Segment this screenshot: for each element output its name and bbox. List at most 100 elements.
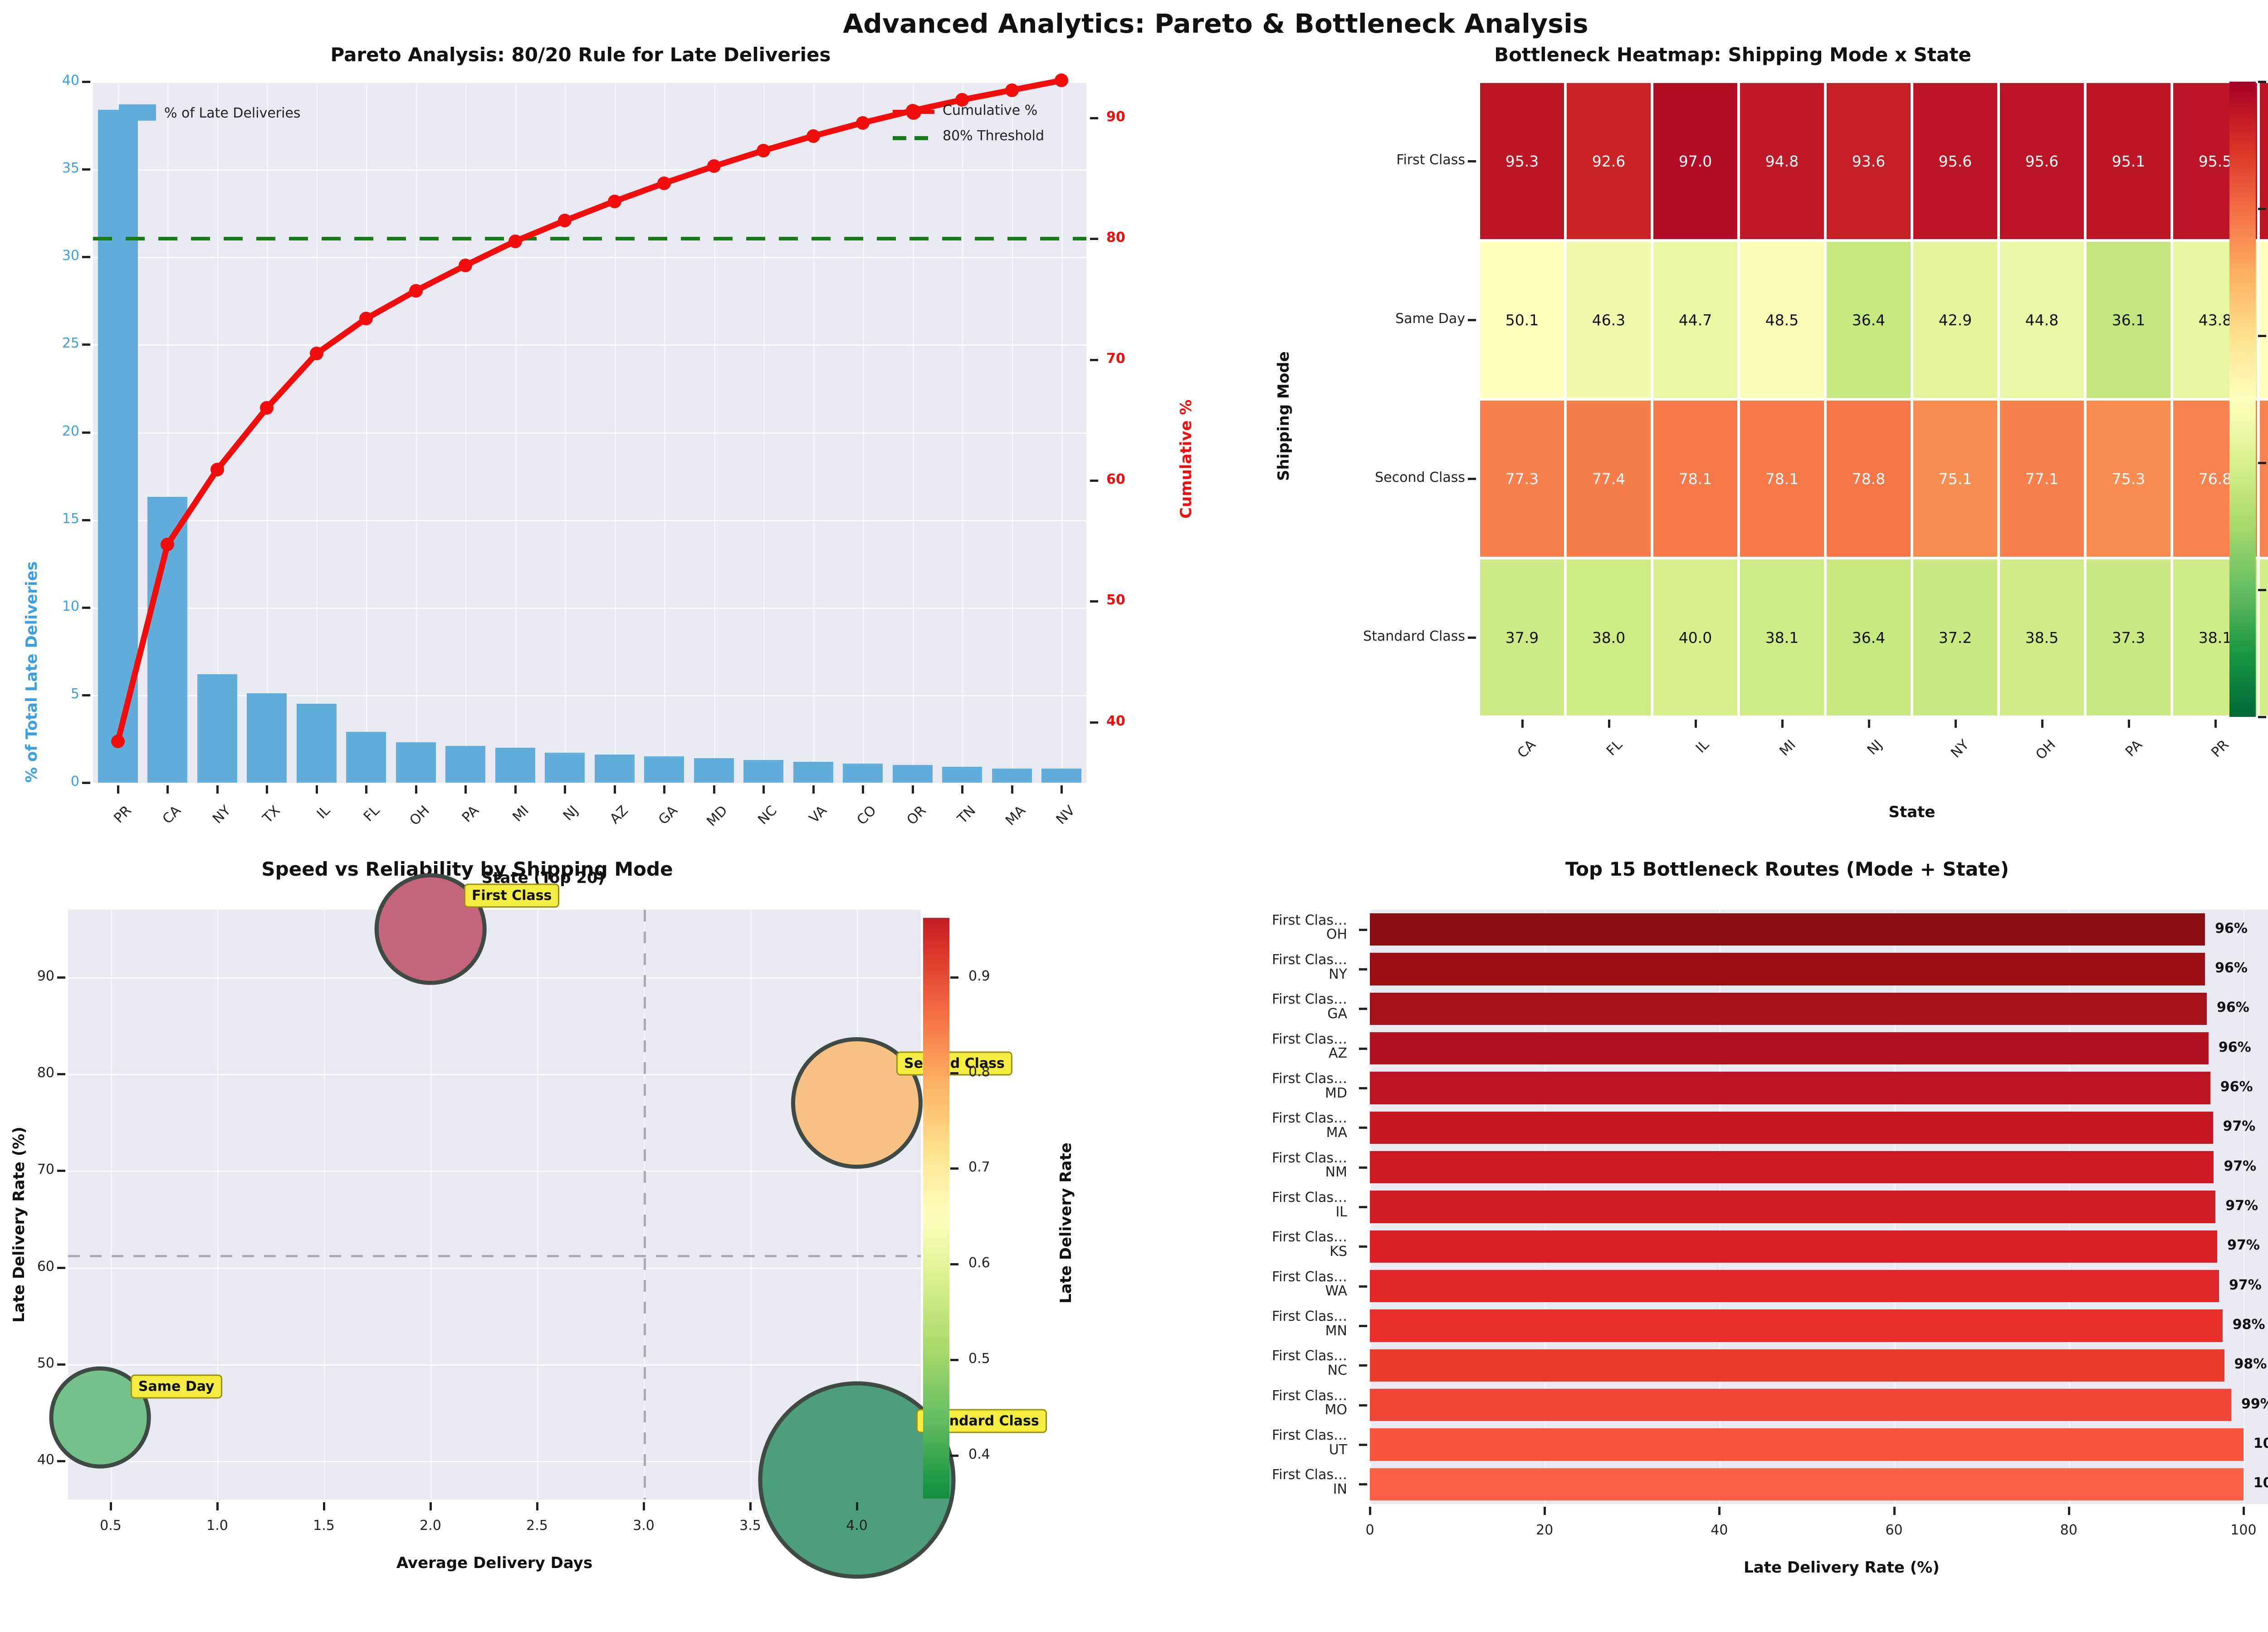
tick-mark <box>57 1460 65 1462</box>
pareto-bar[interactable] <box>247 693 287 783</box>
cumulative-marker[interactable] <box>955 93 969 107</box>
heatmap-cell[interactable]: 95.6 <box>1913 83 1997 239</box>
heatmap-cell[interactable]: 77.3 <box>1480 401 1564 557</box>
heatmap-cell[interactable]: 49.1 <box>2260 242 2268 398</box>
heatmap-cell[interactable]: 37.2 <box>1913 559 1997 716</box>
cumulative-marker[interactable] <box>459 258 473 272</box>
hbar-bar[interactable] <box>1370 1428 2244 1461</box>
heatmap-cell[interactable]: 95.3 <box>1480 83 1564 239</box>
heatmap-cell[interactable]: 44.7 <box>1653 242 1737 398</box>
cumulative-marker[interactable] <box>409 284 423 298</box>
cumulative-marker[interactable] <box>508 234 522 248</box>
hbar-bar[interactable] <box>1370 1349 2224 1382</box>
pareto-bar[interactable] <box>694 758 734 783</box>
heatmap-cell[interactable]: 39.0 <box>2260 559 2268 716</box>
heatmap-cell[interactable]: 36.4 <box>1827 559 1911 716</box>
cumulative-marker[interactable] <box>757 143 771 157</box>
cumulative-marker[interactable] <box>856 116 870 130</box>
pareto-bar[interactable] <box>644 756 684 783</box>
cumulative-marker[interactable] <box>1055 74 1069 88</box>
pareto-bar[interactable] <box>197 674 237 783</box>
heatmap-cell[interactable]: 76.5 <box>2260 401 2268 557</box>
scatter-y-tick: 90 <box>37 968 54 985</box>
tick-mark <box>1359 1166 1367 1169</box>
hbar-bar[interactable] <box>1370 1309 2223 1342</box>
heatmap-cell[interactable]: 78.1 <box>1653 401 1737 557</box>
heatmap-cell[interactable]: 95.1 <box>2087 83 2170 239</box>
cumulative-marker[interactable] <box>707 159 721 173</box>
heatmap-cell[interactable]: 46.3 <box>1567 242 1651 398</box>
pareto-bar[interactable] <box>942 767 982 783</box>
pareto-bar[interactable] <box>992 769 1032 783</box>
heatmap-cell[interactable]: 48.5 <box>1740 242 1824 398</box>
pareto-bar[interactable] <box>396 742 436 783</box>
heatmap-cell[interactable]: 38.5 <box>2000 559 2084 716</box>
tick-mark <box>1468 478 1476 480</box>
cumulative-marker[interactable] <box>657 176 671 190</box>
heatmap-cell[interactable]: 93.6 <box>1827 83 1911 239</box>
heatmap-cell[interactable]: 36.4 <box>1827 242 1911 398</box>
cumulative-marker[interactable] <box>607 194 621 208</box>
heatmap-cell[interactable]: 75.3 <box>2087 401 2170 557</box>
heatmap-cell[interactable]: 42.9 <box>1913 242 1997 398</box>
cumulative-marker[interactable] <box>359 312 373 326</box>
tick-mark <box>713 785 715 794</box>
heatmap-cell[interactable]: 37.3 <box>2087 559 2170 716</box>
cumulative-marker[interactable] <box>558 214 572 228</box>
hbar-bar[interactable] <box>1370 1230 2218 1263</box>
heatmap-cell[interactable]: 95.0 <box>2260 83 2268 239</box>
hbar-bar[interactable] <box>1370 992 2207 1025</box>
cumulative-marker[interactable] <box>260 401 274 415</box>
heatmap-cell[interactable]: 97.0 <box>1653 83 1737 239</box>
pareto-bar[interactable] <box>793 761 833 783</box>
pareto-bar[interactable] <box>346 732 386 783</box>
pareto-bar[interactable] <box>594 755 635 783</box>
cumulative-marker[interactable] <box>210 463 224 477</box>
cumulative-marker[interactable] <box>309 347 323 361</box>
hbar-bar[interactable] <box>1370 1151 2214 1184</box>
hbar-bar[interactable] <box>1370 913 2205 946</box>
pareto-bar[interactable] <box>1041 769 1082 783</box>
heatmap-cell[interactable]: 78.1 <box>1740 401 1824 557</box>
cumulative-marker[interactable] <box>1005 83 1019 97</box>
hbar-bar[interactable] <box>1370 1111 2213 1144</box>
hbar-bar[interactable] <box>1370 1072 2210 1104</box>
pareto-bar[interactable] <box>445 745 486 783</box>
pareto-bar[interactable] <box>495 747 535 783</box>
heatmap-cell[interactable]: 95.6 <box>2000 83 2084 239</box>
hbar-bar[interactable] <box>1370 953 2205 985</box>
heatmap-cell[interactable]: 50.1 <box>1480 242 1564 398</box>
cumulative-marker[interactable] <box>806 129 820 143</box>
hbar-bar[interactable] <box>1370 1468 2244 1501</box>
hbar-bar[interactable] <box>1370 1388 2231 1421</box>
pareto-bar[interactable] <box>98 109 138 783</box>
hbar-bar[interactable] <box>1370 1191 2216 1223</box>
heatmap-cell[interactable]: 37.9 <box>1480 559 1564 716</box>
pareto-bar[interactable] <box>743 760 784 783</box>
heatmap-cell[interactable]: 40.0 <box>1653 559 1737 716</box>
tick-mark <box>1359 928 1367 931</box>
pareto-bar[interactable] <box>843 763 883 783</box>
heatmap-cell[interactable]: 44.8 <box>2000 242 2084 398</box>
heatmap-cell[interactable]: 94.8 <box>1740 83 1824 239</box>
heatmap-cell[interactable]: 77.1 <box>2000 401 2084 557</box>
heatmap-cell[interactable]: 38.0 <box>1567 559 1651 716</box>
pareto-bar[interactable] <box>296 704 337 783</box>
heatmap-cell[interactable]: 78.8 <box>1827 401 1911 557</box>
heatmap-cell[interactable]: 75.1 <box>1913 401 1997 557</box>
hbar-bar[interactable] <box>1370 1032 2209 1065</box>
hbar-category-label: First Clas… KS <box>1193 1230 1347 1259</box>
heatmap-cell[interactable]: 38.1 <box>1740 559 1824 716</box>
heatmap-cell[interactable]: 36.1 <box>2087 242 2170 398</box>
cumulative-marker[interactable] <box>111 735 125 749</box>
hbar-state-label: GA <box>1327 1005 1347 1022</box>
grid-line-vertical <box>267 82 269 783</box>
tick-mark <box>166 785 169 794</box>
heatmap-cell[interactable]: 92.6 <box>1567 83 1651 239</box>
cumulative-marker[interactable] <box>161 538 175 552</box>
pareto-bar[interactable] <box>892 765 933 783</box>
heatmap-cell[interactable]: 77.4 <box>1567 401 1651 557</box>
pareto-bar[interactable] <box>545 753 585 783</box>
hbar-value-label: 98% <box>2232 1317 2265 1333</box>
hbar-bar[interactable] <box>1370 1269 2219 1303</box>
